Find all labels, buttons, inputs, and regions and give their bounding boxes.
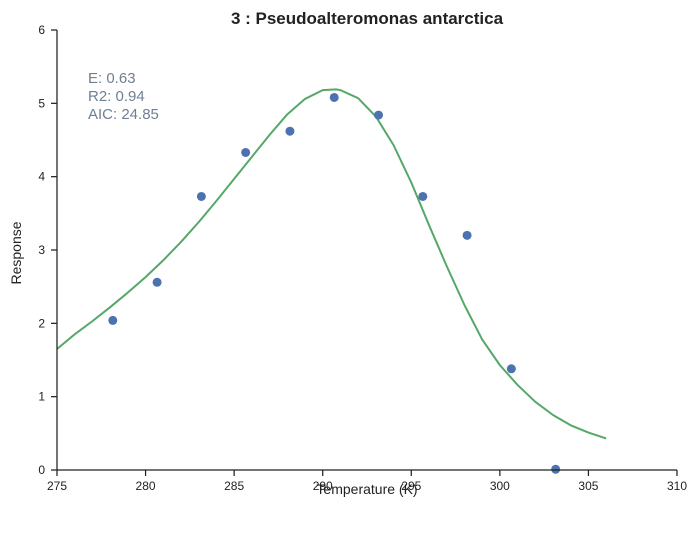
fit-curve: [56, 88, 607, 440]
x-tick-label: 275: [47, 479, 67, 493]
stat-e-value: E: 0.63: [88, 70, 136, 87]
data-point: [196, 191, 206, 201]
data-point: [241, 147, 251, 157]
stats-annotation: E: 0.63 R2: 0.94 AIC: 24.85: [88, 70, 159, 123]
y-axis-label: Response: [8, 221, 24, 284]
data-point: [152, 277, 162, 287]
y-tick-label: 2: [38, 316, 45, 330]
data-point: [329, 92, 339, 102]
data-point: [551, 464, 561, 474]
x-tick-label: 280: [136, 479, 156, 493]
fit-curve-layer: [56, 88, 607, 440]
y-axis-ticks: 0 1 2 3 4 5 6: [38, 23, 57, 477]
x-tick-label: 300: [490, 479, 510, 493]
x-tick-label: 305: [578, 479, 598, 493]
y-tick-label: 0: [38, 463, 45, 477]
y-tick-label: 5: [38, 96, 45, 110]
x-tick-label: 295: [401, 479, 421, 493]
y-tick-label: 6: [38, 23, 45, 37]
stat-r2-value: R2: 0.94: [88, 88, 145, 105]
x-tick-label: 290: [313, 479, 333, 493]
x-tick-label: 310: [667, 479, 687, 493]
data-point: [506, 364, 516, 374]
data-point: [108, 315, 118, 325]
data-point: [418, 191, 428, 201]
data-point: [285, 126, 295, 136]
data-point: [462, 230, 472, 240]
data-point: [374, 110, 384, 120]
y-tick-label: 1: [38, 390, 45, 404]
scatter-points-layer: [108, 92, 561, 474]
y-tick-label: 4: [38, 170, 45, 184]
x-tick-label: 285: [224, 479, 244, 493]
stat-aic-value: AIC: 24.85: [88, 106, 159, 123]
x-axis-ticks: 275 280 285 290 295 300 305 310: [47, 470, 687, 493]
y-tick-label: 3: [38, 243, 45, 257]
x-axis-label: Temperature (K): [316, 481, 417, 497]
chart-title: 3 : Pseudoalteromonas antarctica: [231, 9, 504, 28]
